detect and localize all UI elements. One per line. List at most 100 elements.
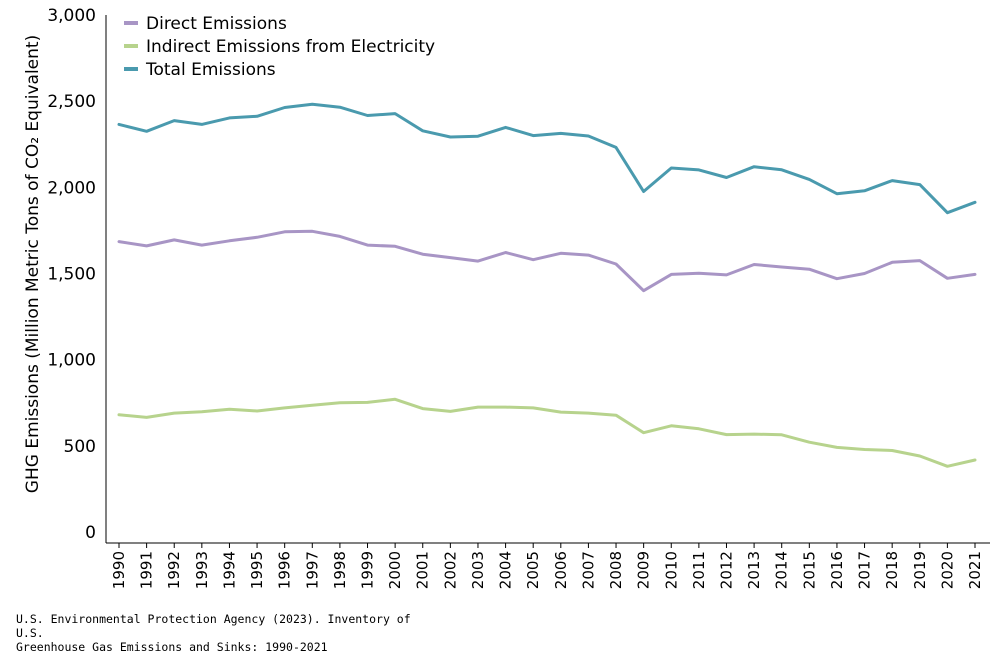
- data-point: [670, 425, 672, 427]
- x-tick-label: 2016: [828, 551, 846, 589]
- x-tick-label: 2008: [607, 551, 625, 589]
- data-point: [284, 407, 286, 409]
- data-point: [836, 193, 838, 195]
- data-point: [946, 212, 948, 214]
- data-point: [367, 114, 369, 116]
- series-line-indirect-emissions-from-electricity: [117, 397, 977, 468]
- x-tick-label: 1996: [276, 551, 294, 589]
- x-tick-label: 2013: [745, 551, 763, 589]
- data-point: [587, 412, 589, 414]
- data-point: [477, 135, 479, 137]
- x-tick-label: 2010: [662, 551, 680, 589]
- x-tick-label: 2015: [800, 551, 818, 589]
- data-point: [560, 252, 562, 254]
- y-axis-title: GHG Emissions (Million Metric Tons of CO…: [23, 35, 43, 493]
- data-point: [228, 117, 230, 119]
- data-point: [919, 260, 921, 262]
- legend-label: Indirect Emissions from Electricity: [146, 37, 435, 57]
- data-point: [256, 410, 258, 412]
- x-tick-label: 2002: [441, 551, 459, 589]
- data-point: [781, 169, 783, 171]
- data-point: [560, 411, 562, 413]
- x-tick-label: 1992: [165, 551, 183, 589]
- data-point: [808, 441, 810, 443]
- y-tick-label: 0: [85, 523, 96, 543]
- x-tick-label: 2003: [469, 551, 487, 589]
- x-tick-label: 2001: [414, 551, 432, 589]
- data-point: [615, 146, 617, 148]
- data-point: [477, 260, 479, 262]
- y-tick-label: 2,500: [47, 92, 96, 112]
- data-point: [974, 273, 976, 275]
- data-point: [173, 412, 175, 414]
- data-point: [891, 449, 893, 451]
- data-point: [781, 266, 783, 268]
- x-tick-label: 2000: [386, 551, 404, 589]
- data-point: [201, 411, 203, 413]
- x-tick-label: 1998: [331, 551, 349, 589]
- data-point: [725, 274, 727, 276]
- data-point: [891, 180, 893, 182]
- data-point: [698, 428, 700, 430]
- data-point: [256, 236, 258, 238]
- data-point: [367, 244, 369, 246]
- data-point: [698, 272, 700, 274]
- x-tick-label: 2017: [856, 551, 874, 589]
- y-tick-label: 2,000: [47, 178, 96, 198]
- data-point: [974, 201, 976, 203]
- data-point: [753, 264, 755, 266]
- x-tick-label: 2014: [773, 551, 791, 589]
- source-line-2: Greenhouse Gas Emissions and Sinks: 1990…: [16, 640, 328, 654]
- data-point: [643, 290, 645, 292]
- data-point: [477, 406, 479, 408]
- x-tick-label: 1997: [303, 551, 321, 589]
- data-point: [228, 240, 230, 242]
- x-tick-label: 1995: [248, 551, 266, 589]
- data-point: [643, 432, 645, 434]
- data-point: [532, 407, 534, 409]
- data-point: [449, 136, 451, 138]
- data-point: [422, 408, 424, 410]
- data-point: [753, 166, 755, 168]
- data-point: [505, 251, 507, 253]
- x-tick-label: 1993: [193, 551, 211, 589]
- data-point: [615, 414, 617, 416]
- data-point: [725, 177, 727, 179]
- data-point: [256, 115, 258, 117]
- data-point: [118, 414, 120, 416]
- data-point: [367, 401, 369, 403]
- y-tick-label: 3,000: [47, 6, 96, 26]
- x-tick-label: 1990: [110, 551, 128, 589]
- data-point: [670, 167, 672, 169]
- series-lines: [117, 102, 977, 468]
- data-point: [201, 244, 203, 246]
- legend-label: Total Emissions: [145, 60, 276, 80]
- data-point: [173, 239, 175, 241]
- data-point: [560, 132, 562, 134]
- data-point: [201, 123, 203, 125]
- data-point: [505, 126, 507, 128]
- source-citation: U.S. Environmental Protection Agency (20…: [16, 612, 436, 654]
- x-tick-label: 2019: [911, 551, 929, 589]
- x-tick-label: 2020: [938, 551, 956, 589]
- x-tick-label: 2005: [524, 551, 542, 589]
- y-tick-label: 1,000: [47, 351, 96, 371]
- x-tick-label: 2009: [635, 551, 653, 589]
- data-point: [146, 245, 148, 247]
- data-point: [118, 241, 120, 243]
- data-point: [532, 135, 534, 137]
- data-point: [587, 254, 589, 256]
- x-tick-label: 2012: [717, 551, 735, 589]
- x-tick-label: 2006: [552, 551, 570, 589]
- data-point: [919, 184, 921, 186]
- data-point: [339, 106, 341, 108]
- data-point: [615, 263, 617, 265]
- data-point: [311, 230, 313, 232]
- data-point: [670, 273, 672, 275]
- data-point: [836, 278, 838, 280]
- x-tick-label: 1994: [220, 551, 238, 589]
- x-tick-label: 2007: [579, 551, 597, 589]
- data-point: [146, 130, 148, 132]
- x-tick-label: 2021: [966, 551, 984, 589]
- data-point: [919, 455, 921, 457]
